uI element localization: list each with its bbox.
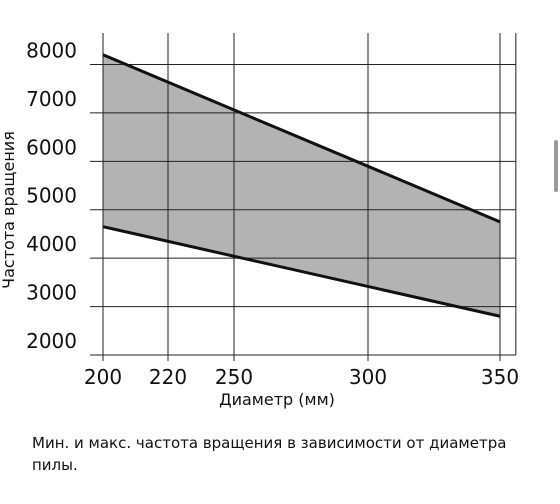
series-line [102,225,501,318]
y-tick-label: 3000 [26,281,77,305]
x-tick-label: 200 [84,365,122,389]
y-tick-label: 4000 [26,232,77,256]
x-tick-label: 250 [215,365,253,389]
x-axis-label: Диаметр (мм) [219,390,335,409]
caption: Мин. и макс. частота вращения в зависимо… [32,434,507,474]
series-line [102,53,501,224]
x-tick-label: 300 [349,365,387,389]
x-tick-label: 220 [149,365,187,389]
y-axis-label: Частота вращения [0,131,18,289]
x-tick-label: 350 [481,365,519,389]
band-area [103,54,500,317]
y-tick-label: 2000 [26,329,77,353]
y-tick-label: 8000 [26,38,77,62]
y-tick-label: 5000 [26,184,77,208]
y-tick-label: 6000 [26,135,77,159]
scrollbar [554,140,558,192]
y-tick-label: 7000 [26,87,77,111]
